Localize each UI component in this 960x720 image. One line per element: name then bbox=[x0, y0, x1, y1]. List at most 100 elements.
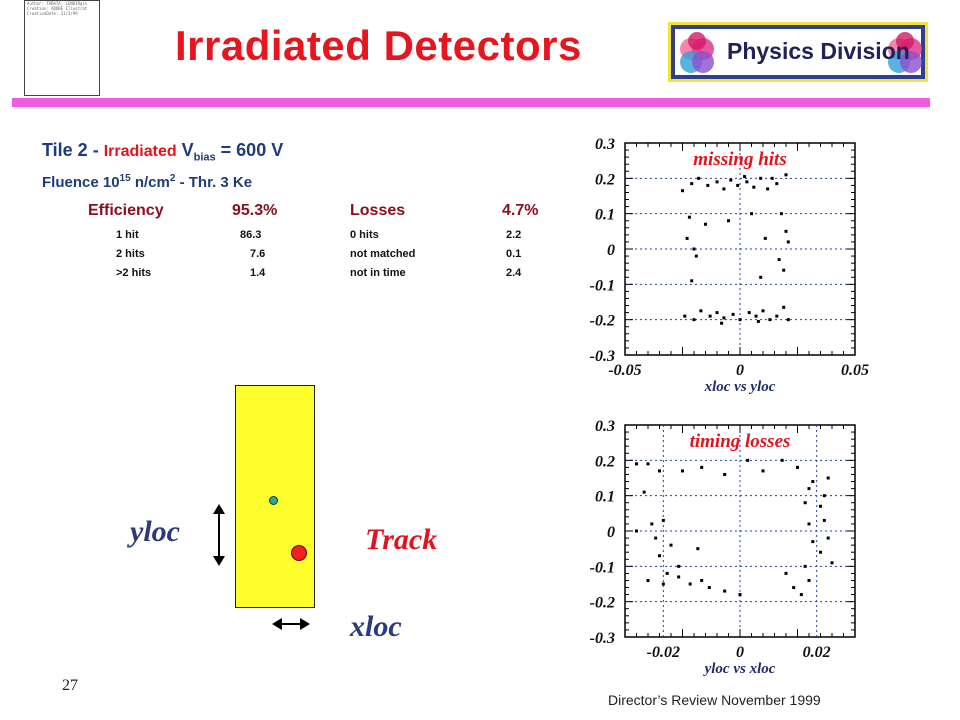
x-tick-label: -0.05 bbox=[608, 362, 641, 379]
data-point bbox=[752, 185, 756, 189]
data-point bbox=[690, 279, 694, 283]
data-point bbox=[746, 458, 750, 462]
data-point bbox=[768, 318, 772, 322]
data-point bbox=[811, 480, 815, 484]
data-point bbox=[775, 314, 779, 318]
data-point bbox=[775, 182, 779, 186]
y-tick-label: -0.1 bbox=[590, 277, 615, 294]
y-tick-label: -0.2 bbox=[590, 313, 615, 330]
slide-title: Irradiated Detectors bbox=[175, 22, 582, 69]
data-point bbox=[642, 490, 646, 494]
row-value: 86.3 bbox=[240, 229, 262, 241]
y-tick-label: -0.3 bbox=[590, 348, 615, 365]
data-point bbox=[677, 575, 681, 579]
x-tick-label: 0.05 bbox=[841, 362, 869, 379]
data-point bbox=[763, 236, 767, 240]
fluence-b: n/cm bbox=[130, 174, 170, 191]
data-point bbox=[738, 318, 742, 322]
detector-pad bbox=[235, 385, 315, 608]
data-point bbox=[759, 275, 763, 279]
plot-title: timing losses bbox=[690, 431, 791, 452]
data-point bbox=[654, 536, 658, 540]
data-point bbox=[729, 178, 733, 182]
embedded-document-stamp: Author: TABATA, LENOIRgin Creation: ADOB… bbox=[24, 0, 100, 96]
logo-text: Physics Division bbox=[727, 38, 910, 64]
data-point bbox=[819, 550, 822, 554]
data-point bbox=[700, 578, 704, 582]
data-point bbox=[692, 318, 696, 322]
pad-center-marker bbox=[269, 496, 278, 505]
fluence-exponent: 15 bbox=[119, 173, 131, 184]
data-point bbox=[723, 472, 727, 476]
data-point bbox=[707, 586, 711, 590]
data-point bbox=[736, 183, 740, 187]
stamp-line: Author: TABATA, LENOIRgin bbox=[27, 1, 88, 6]
data-point bbox=[708, 314, 712, 318]
data-point bbox=[784, 173, 788, 177]
row-loss-label: not matched bbox=[350, 248, 416, 260]
data-point bbox=[799, 593, 803, 597]
data-point bbox=[819, 504, 822, 508]
data-point bbox=[780, 458, 784, 462]
xloc-arrow-icon bbox=[272, 618, 310, 630]
data-point bbox=[706, 183, 710, 187]
data-point bbox=[777, 258, 781, 262]
data-point bbox=[696, 547, 700, 551]
data-point bbox=[704, 222, 707, 226]
data-point bbox=[658, 469, 661, 473]
row-label: 1 hit bbox=[116, 229, 139, 241]
track-hit-marker bbox=[291, 545, 307, 561]
vbias-sub: bias bbox=[193, 151, 216, 164]
row-value: 7.6 bbox=[250, 248, 266, 260]
y-tick-label: -0.3 bbox=[590, 630, 615, 647]
data-point bbox=[779, 212, 783, 216]
data-point bbox=[688, 582, 692, 586]
physics-division-logo: Physics Division bbox=[668, 22, 928, 82]
data-point bbox=[683, 314, 687, 318]
data-point bbox=[687, 215, 691, 219]
xloc-label: xloc bbox=[350, 610, 402, 643]
losses-value: 4.7% bbox=[502, 202, 539, 219]
data-point bbox=[723, 589, 727, 593]
data-point bbox=[807, 578, 811, 582]
logo-panel: Physics Division bbox=[675, 29, 922, 75]
row-label: >2 hits bbox=[116, 267, 152, 279]
data-point bbox=[759, 176, 763, 180]
data-point bbox=[658, 554, 661, 558]
stamp-line: Creation: ADOBE Illustrat bbox=[27, 6, 88, 11]
x-tick-label: -0.02 bbox=[647, 644, 680, 661]
x-tick-label: 0.02 bbox=[803, 644, 831, 661]
data-point bbox=[811, 540, 815, 544]
data-point bbox=[786, 240, 790, 244]
data-point bbox=[745, 180, 749, 184]
data-point bbox=[803, 564, 807, 568]
tile-prefix: Tile 2 - bbox=[42, 140, 104, 160]
y-tick-label: 0.3 bbox=[595, 418, 615, 435]
data-point bbox=[822, 518, 826, 522]
yloc-arrow-icon bbox=[213, 504, 225, 566]
data-point bbox=[715, 180, 719, 184]
data-point bbox=[784, 229, 788, 233]
y-tick-label: 0.1 bbox=[595, 489, 615, 506]
row-value: 1.4 bbox=[250, 267, 266, 279]
row-loss-value: 0.1 bbox=[506, 248, 522, 260]
logo-circles-icon bbox=[680, 32, 922, 73]
x-tick-label: 0 bbox=[736, 644, 744, 661]
data-point bbox=[786, 318, 790, 322]
footer-text: Director’s Review November 1999 bbox=[608, 692, 821, 708]
data-point bbox=[720, 321, 724, 325]
data-point bbox=[756, 319, 760, 323]
data-point bbox=[761, 309, 765, 313]
data-point bbox=[685, 236, 689, 240]
y-tick-label: 0.3 bbox=[595, 136, 615, 153]
data-point bbox=[692, 247, 696, 251]
page-number: 27 bbox=[62, 677, 78, 694]
data-point bbox=[681, 469, 684, 473]
data-point bbox=[700, 465, 704, 469]
missing-hits-plot: 0.3 0.2 0.1 0 -0.1 -0.2 -0.3-0.05 0 0.05 missing … bbox=[590, 136, 869, 395]
y-tick-label: 0.2 bbox=[595, 453, 615, 470]
fluence-a: Fluence 10 bbox=[42, 174, 120, 191]
data-point bbox=[750, 212, 753, 216]
data-point bbox=[722, 316, 726, 320]
plot-xlabel: yloc vs xloc bbox=[703, 661, 776, 677]
